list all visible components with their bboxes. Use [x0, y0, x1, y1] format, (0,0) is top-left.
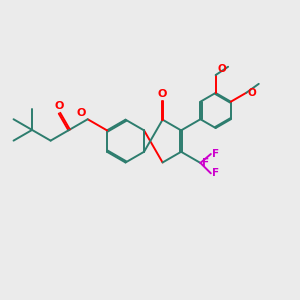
Text: F: F: [202, 158, 209, 168]
Text: O: O: [158, 89, 167, 99]
Text: O: O: [55, 101, 64, 111]
Text: O: O: [77, 108, 86, 118]
Text: F: F: [212, 168, 219, 178]
Text: F: F: [212, 149, 219, 159]
Text: O: O: [217, 64, 226, 74]
Text: O: O: [248, 88, 256, 98]
